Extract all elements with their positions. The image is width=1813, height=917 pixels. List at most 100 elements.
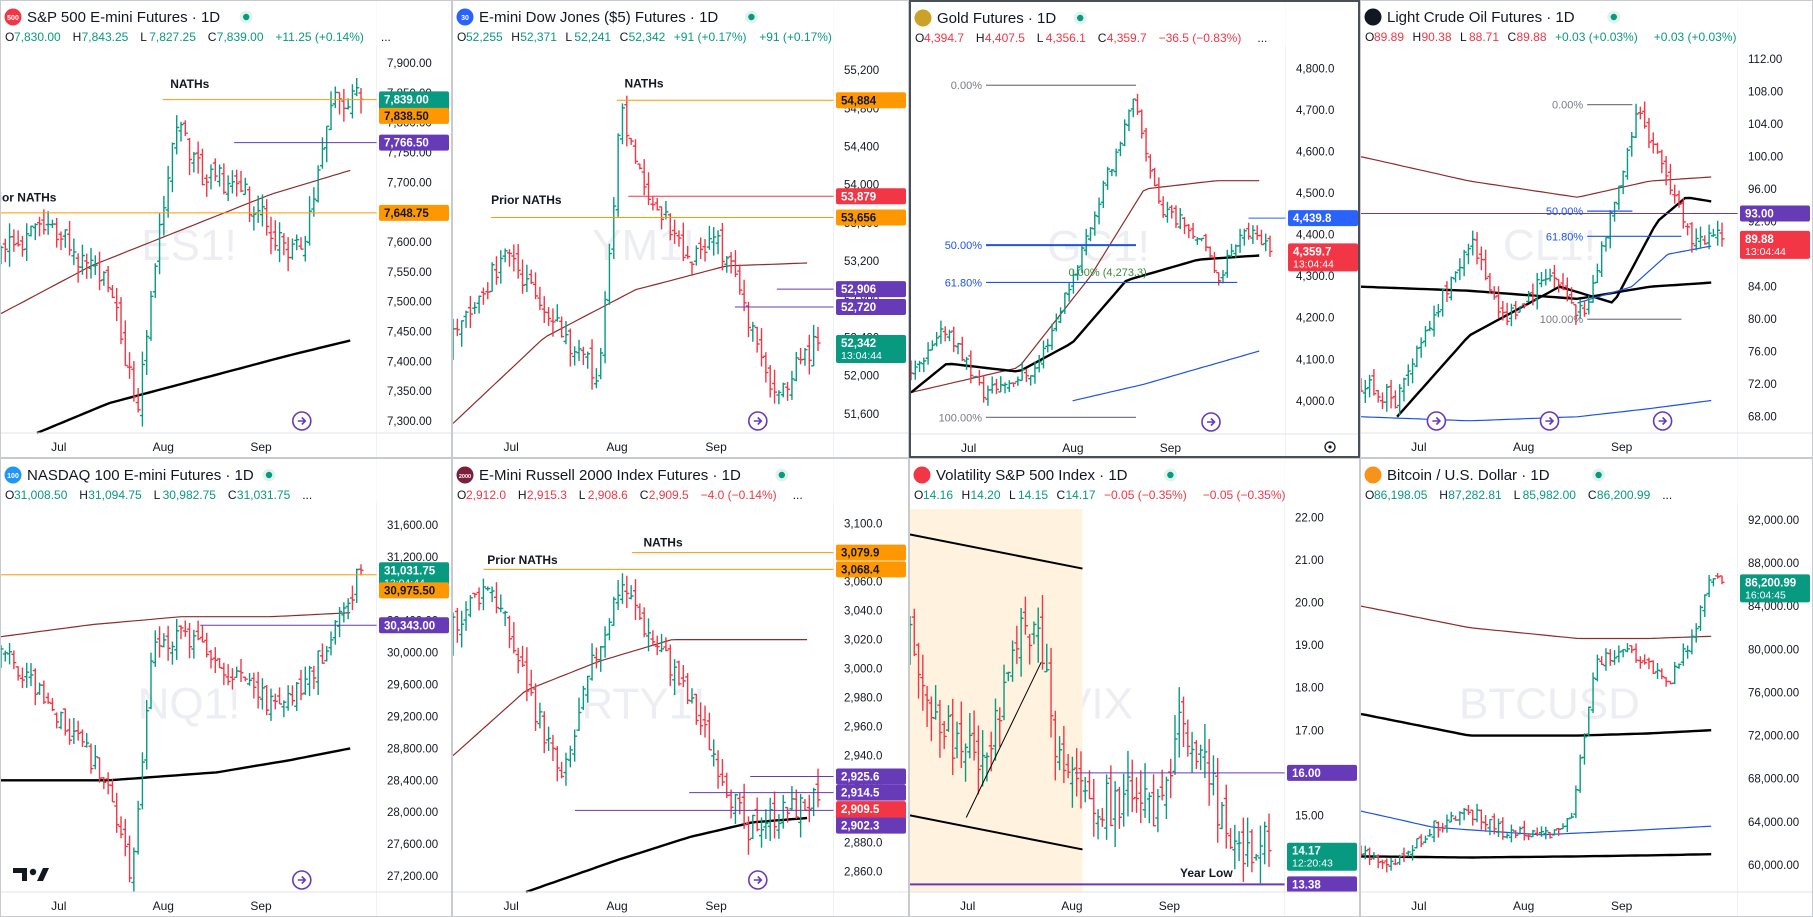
price-bar <box>984 752 990 782</box>
price-bar <box>109 285 115 299</box>
replay-icon[interactable] <box>747 870 768 890</box>
fib-level-label: 100.00% <box>939 412 983 424</box>
chart-pane[interactable]: VIX Year Low 22.00 21.00 20.00 19.00 18.00 17.0… <box>909 458 1360 917</box>
symbol-title[interactable]: Gold Futures · 1D <box>937 10 1056 27</box>
gear-icon[interactable] <box>1324 441 1336 453</box>
price-bar <box>1105 166 1111 190</box>
symbol-title[interactable]: Light Crude Oil Futures · 1D <box>1387 9 1575 26</box>
price-bar <box>1082 776 1088 803</box>
symbol-title[interactable]: E-mini Dow Jones ($5) Futures · 1D <box>479 9 718 26</box>
price-bar <box>1229 243 1235 258</box>
chart-canvas[interactable]: NQ1!31,600.0031,200.0030,800.0030,400.00… <box>1 459 452 917</box>
replay-icon[interactable] <box>291 870 312 890</box>
price-bar <box>1139 109 1145 139</box>
price-bar <box>1126 109 1132 132</box>
chart-canvas[interactable]: GC1!0.00%50.00%61.80%100.00%0.00% (4,273… <box>911 2 1360 458</box>
price-bar <box>533 272 539 300</box>
price-axis-label: 3,100.0 <box>844 519 882 531</box>
price-axis[interactable] <box>1738 459 1813 917</box>
replay-icon[interactable] <box>1539 411 1560 431</box>
price-bar <box>1267 235 1273 257</box>
price-axis[interactable] <box>834 459 909 917</box>
price-bar <box>654 197 660 211</box>
symbol-title[interactable]: Bitcoin / U.S. Dollar · 1D <box>1387 467 1550 484</box>
price-bar <box>2 650 8 662</box>
symbol-title[interactable]: E-Mini Russell 2000 Index Futures · 1D <box>479 467 741 484</box>
ohlc-value: 4,394.7 <box>924 31 964 45</box>
price-bar <box>118 816 124 839</box>
price-bar <box>646 618 652 652</box>
price-badge-value: 2,925.6 <box>841 772 879 784</box>
price-axis-label: 21.00 <box>1295 555 1324 567</box>
time-axis-label: Aug <box>606 440 627 454</box>
price-bar <box>19 235 25 257</box>
chart-pane[interactable]: CL1! 0.00% 50.00% 61.80% 100.00% 112.00 108.00… <box>1360 0 1813 458</box>
chart-pane[interactable]: NQ1!31,600.0031,200.0030,800.0030,400.00… <box>0 458 452 917</box>
chart-canvas[interactable]: CL1! 0.00% 50.00% 61.80% 100.00% 112.00 108.00… <box>1361 1 1813 458</box>
legend-header: 100 NASDAQ 100 E-mini Futures · 1D O 31,008… <box>1 459 377 503</box>
price-bar <box>1215 757 1221 843</box>
price-bar <box>637 163 643 170</box>
price-axis[interactable] <box>1738 1 1813 458</box>
time-axis-label: Sep <box>705 440 727 454</box>
symbol-title[interactable]: NASDAQ 100 E-mini Futures · 1D <box>27 467 254 484</box>
price-bar <box>793 789 799 819</box>
price-bar <box>337 91 343 115</box>
price-bar <box>247 186 253 223</box>
price-bar <box>1599 656 1605 666</box>
price-axis-label: 7,600.00 <box>387 237 432 249</box>
ohlc-key: C <box>1098 31 1107 45</box>
replay-icon[interactable] <box>747 411 768 431</box>
price-bar <box>45 692 51 704</box>
price-axis[interactable] <box>377 1 452 458</box>
ohlc-value: 31,031.75 <box>237 488 291 502</box>
ohlc-value: 89.89 <box>1374 30 1404 44</box>
price-axis[interactable] <box>834 1 909 458</box>
price-bar <box>165 165 171 218</box>
price-bar <box>1702 235 1708 245</box>
price-bar <box>1266 813 1272 867</box>
price-bar <box>1603 648 1609 671</box>
chart-canvas[interactable]: BTCUSD 92,000.00 88,000.00 84,000.00 80,000.… <box>1361 459 1813 917</box>
gold-logo-icon <box>914 9 932 27</box>
price-bar <box>934 331 940 347</box>
price-bar <box>1560 273 1566 290</box>
price-bar <box>589 643 595 681</box>
price-axis[interactable] <box>1285 459 1360 917</box>
price-bar <box>165 625 171 661</box>
price-bar <box>349 585 355 611</box>
price-axis[interactable] <box>377 459 452 917</box>
price-bar <box>763 809 769 839</box>
chart-pane[interactable]: BTCUSD 92,000.00 88,000.00 84,000.00 80,000.… <box>1360 458 1813 917</box>
replay-icon[interactable] <box>1426 411 1447 431</box>
price-bar <box>689 261 695 276</box>
price-bar <box>1569 812 1575 819</box>
replay-icon[interactable] <box>1201 412 1221 432</box>
time-axis-label: Aug <box>1513 440 1534 454</box>
price-bar <box>685 245 691 259</box>
trendline <box>910 814 1083 851</box>
symbol-watermark: CL1! <box>1503 221 1596 270</box>
symbol-title[interactable]: S&P 500 E-mini Futures · 1D <box>27 9 220 26</box>
price-bar <box>1517 305 1523 313</box>
price-bar <box>251 672 257 699</box>
replay-icon[interactable] <box>291 411 312 431</box>
price-bar <box>199 625 205 643</box>
ohlc-value: +11.25 (+0.14%) <box>275 30 364 44</box>
chart-pane[interactable]: YM1! NATHs Prior NATHs 55,200 54,800 54,400 54… <box>452 0 909 458</box>
replay-icon[interactable] <box>1652 411 1673 431</box>
chart-pane[interactable]: GC1! 0.00% 50.00% 61.80% 100.00% 0.00% (4,273… <box>909 0 1360 458</box>
price-bar <box>811 787 817 817</box>
price-bar <box>815 768 821 808</box>
price-axis[interactable] <box>1286 2 1360 458</box>
price-bar <box>929 340 935 351</box>
price-bar <box>71 238 77 266</box>
fib-level-label: 0.00% <box>1552 100 1583 112</box>
symbol-title[interactable]: Volatility S&P 500 Index · 1D <box>936 467 1128 484</box>
